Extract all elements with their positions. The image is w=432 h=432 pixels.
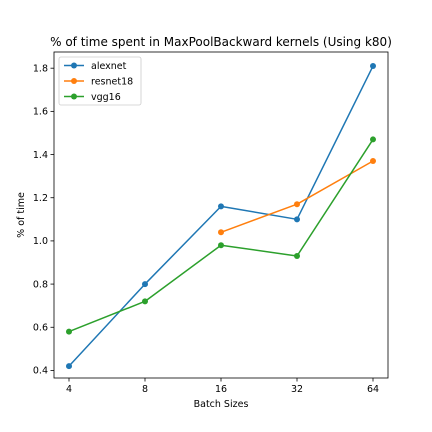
series-vgg16 (66, 136, 376, 335)
x-tick-label: 4 (66, 384, 72, 395)
y-tick-label: 0.8 (33, 279, 48, 290)
legend: alexnet resnet18 vgg16 (58, 56, 142, 106)
legend-swatch-marker (71, 78, 77, 84)
series-resnet18 (218, 158, 376, 236)
legend-swatch-marker (71, 62, 77, 69)
data-point-vgg16 (218, 242, 224, 249)
legend-swatch-marker (71, 93, 77, 100)
y-tick-label: 1.4 (33, 150, 48, 161)
legend-item-resnet18: resnet18 (64, 76, 133, 87)
legend-item-alexnet: alexnet (64, 61, 127, 72)
y-tick-label: 1.2 (33, 193, 48, 204)
y-tick-label: 1.6 (33, 107, 48, 118)
data-point-resnet18 (370, 158, 376, 165)
x-axis: 4 8 16 32 64 (66, 378, 379, 395)
series-alexnet (66, 63, 376, 370)
y-tick-label: 0.4 (33, 366, 48, 377)
data-point-alexnet (142, 281, 148, 288)
series-line-alexnet (68, 65, 374, 367)
data-point-vgg16 (294, 253, 300, 260)
y-tick-label: 1.8 (33, 63, 48, 74)
series-layer (66, 63, 376, 370)
x-tick-label: 16 (215, 384, 227, 395)
data-point-resnet18 (294, 201, 300, 208)
legend-box (58, 56, 142, 106)
legend-label: resnet18 (91, 76, 133, 87)
legend-label: vgg16 (91, 92, 121, 103)
series-line-vgg16 (68, 139, 374, 333)
x-tick-label: 8 (142, 384, 148, 395)
x-tick-label: 64 (367, 384, 379, 395)
x-tick-label: 32 (291, 384, 303, 395)
y-axis-label: % of time (16, 192, 27, 238)
y-tick-label: 0.6 (33, 323, 48, 334)
data-point-resnet18 (218, 229, 224, 236)
x-axis-label: Batch Sizes (194, 399, 249, 410)
data-point-vgg16 (370, 136, 376, 143)
y-axis: 0.4 0.6 0.8 1.0 1.2 1.4 1.6 1.8 (33, 63, 54, 377)
data-point-vgg16 (66, 328, 72, 335)
chart-title: % of time spent in MaxPoolBackward kerne… (50, 35, 392, 49)
data-point-vgg16 (142, 298, 148, 305)
data-point-alexnet (218, 203, 224, 210)
legend-label: alexnet (91, 61, 127, 72)
legend-item-vgg16: vgg16 (64, 92, 121, 103)
data-point-alexnet (294, 216, 300, 223)
y-tick-label: 1.0 (33, 236, 48, 247)
data-point-alexnet (370, 63, 376, 70)
data-point-alexnet (66, 363, 72, 370)
